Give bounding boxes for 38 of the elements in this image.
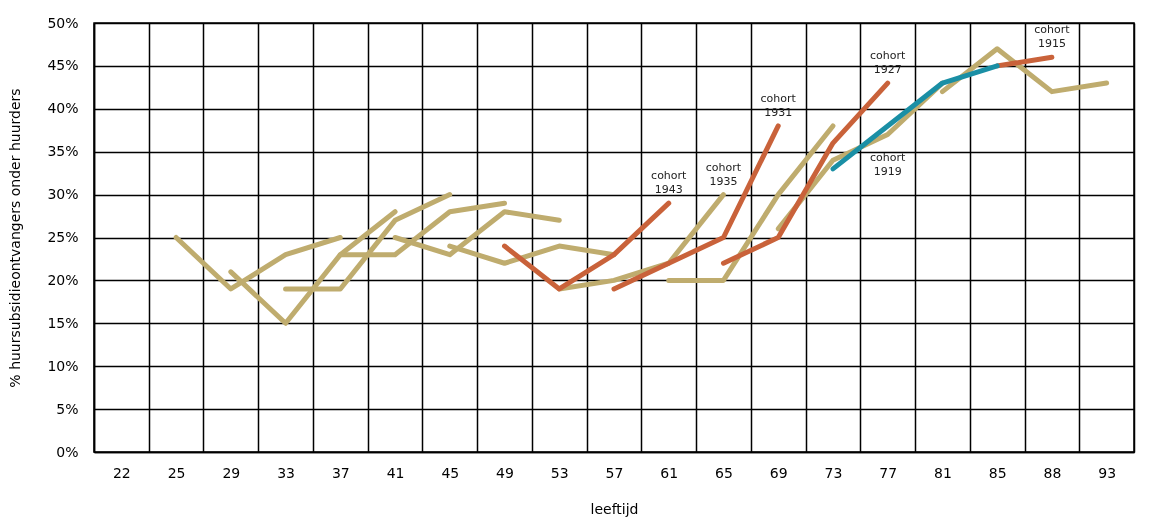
y-tick-label: 45%	[47, 57, 79, 74]
x-tick-label: 45	[441, 464, 460, 481]
y-tick-label: 0%	[56, 443, 79, 460]
annotation: cohort 1927	[870, 49, 907, 77]
y-tick-label: 40%	[47, 100, 79, 117]
x-tick-label: 69	[769, 464, 788, 481]
x-tick-label: 53	[550, 464, 569, 481]
x-tick-label: 33	[277, 464, 295, 481]
x-tick-label: 29	[222, 464, 241, 481]
x-tick-label: 49	[496, 464, 514, 481]
x-tick-label: 37	[331, 464, 350, 481]
y-tick-label: 20%	[47, 271, 79, 288]
x-tick-label: 93	[1098, 464, 1117, 481]
x-tick-label: 73	[824, 464, 843, 481]
annotation: cohort 1935	[705, 160, 742, 188]
x-tick-label: 77	[879, 464, 898, 481]
x-tick-label: 22	[112, 464, 131, 481]
y-tick-label: 30%	[47, 186, 79, 203]
x-tick-label: 85	[988, 464, 1007, 481]
x-tick-label: 88	[1043, 464, 1062, 481]
x-axis-title: leeftijd	[590, 500, 639, 517]
x-tick-label: 81	[934, 464, 952, 481]
x-tick-label: 41	[386, 464, 405, 481]
x-tick-label: 61	[660, 464, 679, 481]
annotation: cohort 1919	[870, 150, 907, 178]
y-tick-label: 10%	[47, 357, 79, 374]
annotation: cohort 1931	[760, 91, 797, 119]
y-tick-label: 5%	[56, 400, 79, 417]
x-tick-label: 57	[605, 464, 624, 481]
y-tick-label: 25%	[47, 229, 79, 245]
annotation: cohort 1915	[1034, 23, 1071, 51]
y-axis-title: % huursubsidieontvangers onder huurders	[7, 88, 24, 388]
annotation: cohort 1943	[651, 169, 688, 197]
y-tick-label: 15%	[47, 314, 79, 331]
x-tick-label: 65	[715, 464, 733, 481]
x-tick-label: 25	[167, 464, 186, 481]
y-tick-label: 35%	[47, 143, 79, 160]
y-tick-label: 50%	[47, 14, 79, 31]
